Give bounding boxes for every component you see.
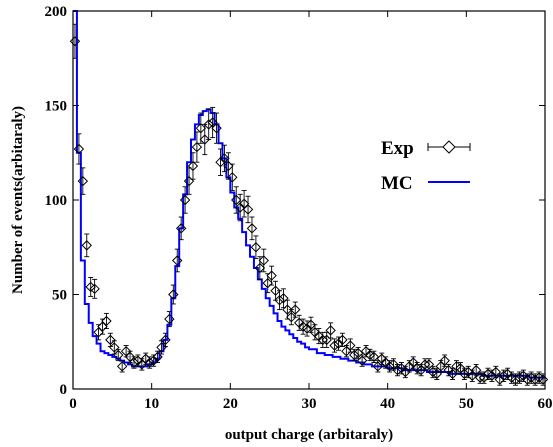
exp-data-point (259, 249, 268, 272)
y-tick-label: 50 (52, 288, 67, 304)
exp-data-point (279, 289, 288, 308)
exp-data-point (78, 168, 87, 194)
exp-data-point (90, 279, 99, 298)
x-axis-title: output charge (arbitaraly) (225, 427, 393, 443)
exp-data-point (74, 134, 83, 164)
x-tick-label: 40 (380, 396, 395, 412)
x-tick-label: 20 (223, 396, 238, 412)
exp-data-point (185, 168, 194, 194)
exp-data-point (177, 217, 186, 240)
legend-label-exp: Exp (381, 138, 414, 159)
exp-data-point (267, 266, 276, 285)
x-tick-label: 30 (302, 396, 317, 412)
exp-data-point (110, 341, 119, 354)
exp-data-point (106, 333, 115, 346)
legend-exp-diamond (443, 141, 455, 153)
exp-data-point (165, 312, 174, 327)
y-tick-label: 150 (45, 99, 68, 115)
x-tick-label: 0 (69, 396, 77, 412)
exp-data-point (157, 341, 166, 354)
x-tick-label: 50 (459, 396, 474, 412)
exp-data-point (181, 187, 190, 213)
exp-data-point (188, 153, 197, 179)
exp-data-point (173, 249, 182, 272)
exp-data-point (102, 313, 111, 328)
y-tick-label: 100 (45, 193, 68, 209)
exp-data-point (82, 234, 91, 257)
y-axis-title: Number of events(arbitaraly) (10, 106, 26, 294)
exp-data-point (192, 132, 201, 162)
exp-data-point (161, 333, 170, 346)
legend: Exp MC (381, 138, 470, 194)
exp-data-point (169, 285, 178, 304)
exp-data-point (212, 113, 221, 143)
exp-data-point (208, 107, 217, 137)
x-tick-label: 60 (538, 396, 553, 412)
y-tick-label: 0 (60, 382, 68, 398)
exp-data-point (70, 24, 79, 58)
exp-data-point (224, 153, 233, 179)
x-tick-label: 10 (144, 396, 159, 412)
legend-label-mc: MC (381, 173, 413, 194)
y-tick-label: 200 (45, 4, 68, 20)
exp-data-point (86, 277, 95, 296)
